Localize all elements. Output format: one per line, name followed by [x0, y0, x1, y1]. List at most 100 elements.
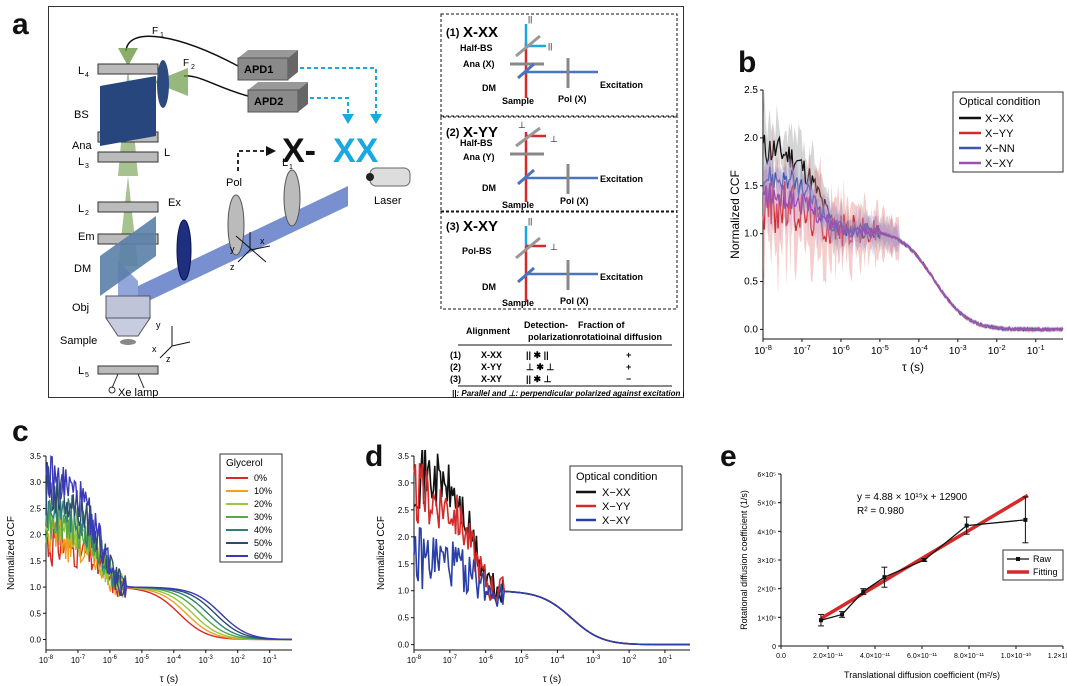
raw-point: [840, 612, 845, 617]
legend-label: 20%: [254, 499, 272, 509]
svg-text:||: ||: [528, 15, 532, 24]
y-tick-label: 2.5: [744, 85, 758, 96]
svg-text:y: y: [230, 244, 235, 254]
x-tick-label: 1.0×10⁻¹⁰: [1001, 652, 1032, 660]
raw-point: [922, 558, 927, 562]
y-tick-label: 0.5: [30, 609, 42, 618]
y-tick-label: 0.0: [744, 324, 758, 335]
svg-text:Sample: Sample: [502, 96, 534, 106]
y-tick-label: 6×10⁵: [757, 472, 776, 479]
svg-text:X-YY: X-YY: [481, 362, 502, 372]
svg-text:Fraction of: Fraction of: [578, 320, 626, 330]
svg-text:Laser: Laser: [374, 195, 402, 207]
x-tick-label: 10-4: [910, 343, 928, 357]
band-X−NN: [763, 144, 1063, 333]
y-tick-label: 2.5: [30, 504, 42, 513]
legend-title: Optical condition: [959, 96, 1040, 108]
x-tick-label: 10-7: [793, 343, 811, 357]
x-tick-label: 10-1: [1027, 343, 1045, 357]
legend-marker-raw: [1016, 557, 1020, 561]
y-tick-label: 2×10⁵: [757, 587, 776, 594]
svg-text:X-YY: X-YY: [463, 124, 498, 141]
svg-text:y: y: [156, 320, 161, 330]
svg-text:1: 1: [160, 32, 164, 39]
legend-label: 10%: [254, 486, 272, 496]
svg-text:Alignment: Alignment: [466, 326, 510, 336]
x-tick-label: 10-3: [199, 655, 214, 665]
svg-text:Obj: Obj: [72, 302, 89, 314]
y-tick-label: 0.0: [398, 641, 410, 650]
svg-text:(2): (2): [446, 127, 460, 139]
axes-glyph-mid: [235, 232, 271, 263]
svg-text:(2): (2): [450, 362, 461, 372]
svg-text:L: L: [282, 157, 288, 169]
svg-text:X-XY: X-XY: [481, 374, 502, 384]
objective-lens: [105, 295, 151, 337]
svg-text:(1): (1): [450, 350, 461, 360]
svg-text:−: −: [626, 374, 631, 384]
panel-letter-c: c: [12, 415, 29, 448]
svg-text:Half-BS: Half-BS: [460, 43, 493, 53]
fit-equation: y = 4.88 × 10¹⁵x + 12900: [857, 492, 967, 503]
svg-text:DM: DM: [482, 282, 496, 292]
x-tick-label: 10-8: [39, 655, 54, 665]
svg-text:2: 2: [191, 64, 195, 71]
x-tick-label: 10-2: [988, 343, 1006, 357]
lens-l1: [283, 169, 301, 227]
svg-text:|| ✱ ||: || ✱ ||: [526, 350, 549, 360]
svg-text:Pol (X): Pol (X): [558, 94, 587, 104]
chart-d: 0.0 0.5 1.0 1.5 2.0 2.5 3.0 3.5 10-8 10-7 10-6 10-5…: [376, 450, 691, 685]
y-tick-label: 0.5: [744, 277, 758, 288]
beam-splitter-bs: [100, 76, 156, 146]
svg-text:Excitation: Excitation: [600, 80, 643, 90]
svg-text:1: 1: [289, 164, 293, 171]
x-axis-label: Translational diffusion coefficient (m²/…: [844, 670, 1000, 680]
y-tick-label: 0: [772, 644, 776, 651]
chart-c: 0.0 0.5 1.0 1.5 2.0 2.5 3.0 3.5 10-8 10-7 10-6 10-5…: [6, 452, 293, 685]
x-tick-label: 10-8: [754, 343, 772, 357]
legend-b: Optical condition X−XX X−YY X−NN X−XY: [952, 91, 1064, 173]
svg-text:Excitation: Excitation: [600, 272, 643, 282]
svg-text:z: z: [230, 262, 235, 272]
x-tick-label: 10-3: [949, 343, 967, 357]
svg-text:||: ||: [548, 42, 552, 51]
panel-letter-d: d: [365, 440, 384, 473]
lens-l5: [97, 365, 159, 375]
svg-text:Half-BS: Half-BS: [460, 138, 493, 148]
x-tick-label: 10-3: [586, 655, 601, 665]
y-tick-label: 2.0: [744, 133, 758, 144]
y-tick-label: 5×10⁵: [757, 501, 776, 508]
series-line-X−XY: [413, 526, 691, 646]
svg-text:X-XX: X-XX: [463, 24, 498, 41]
lens-l3: [97, 151, 159, 163]
lens-l4: [97, 63, 159, 75]
svg-text:3: 3: [85, 163, 89, 170]
fiber-f1: [125, 35, 239, 67]
legend-label: X−XY: [985, 158, 1014, 170]
y-tick-label: 3.0: [30, 478, 42, 487]
legend-label: X−YY: [602, 501, 631, 513]
y-tick-label: 1.5: [398, 560, 410, 569]
y-tick-label: 1.0: [744, 229, 758, 240]
raw-point: [818, 618, 823, 623]
svg-text:⊥: ⊥: [518, 120, 526, 130]
legend-label: 40%: [254, 525, 272, 535]
raw-point: [964, 523, 969, 528]
legend-box: [1002, 549, 1064, 581]
svg-text:Ex: Ex: [168, 197, 181, 209]
y-tick-label: 2.0: [30, 531, 42, 540]
y-axis-label: Rotational diffusion coefficient (1/s): [739, 490, 749, 630]
svg-text:APD2: APD2: [254, 96, 283, 108]
svg-text:x: x: [152, 344, 157, 354]
y-tick-label: 0.0: [30, 636, 42, 645]
svg-text:(3): (3): [450, 374, 461, 384]
svg-text:(3): (3): [446, 221, 460, 233]
x-tick-label: 10-2: [231, 655, 246, 665]
legend-label: X−YY: [985, 128, 1014, 140]
y-tick-label: 1.0: [30, 583, 42, 592]
big-xx-label: XX: [333, 132, 379, 170]
svg-text:Sample: Sample: [60, 335, 97, 347]
svg-text:z: z: [166, 354, 171, 364]
svg-text:Sample: Sample: [502, 298, 534, 308]
series-line-40%: [45, 485, 293, 641]
